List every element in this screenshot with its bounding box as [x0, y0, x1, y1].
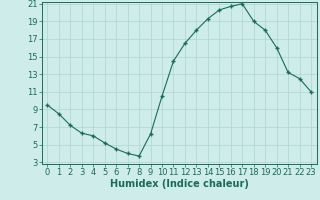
X-axis label: Humidex (Indice chaleur): Humidex (Indice chaleur): [110, 179, 249, 189]
